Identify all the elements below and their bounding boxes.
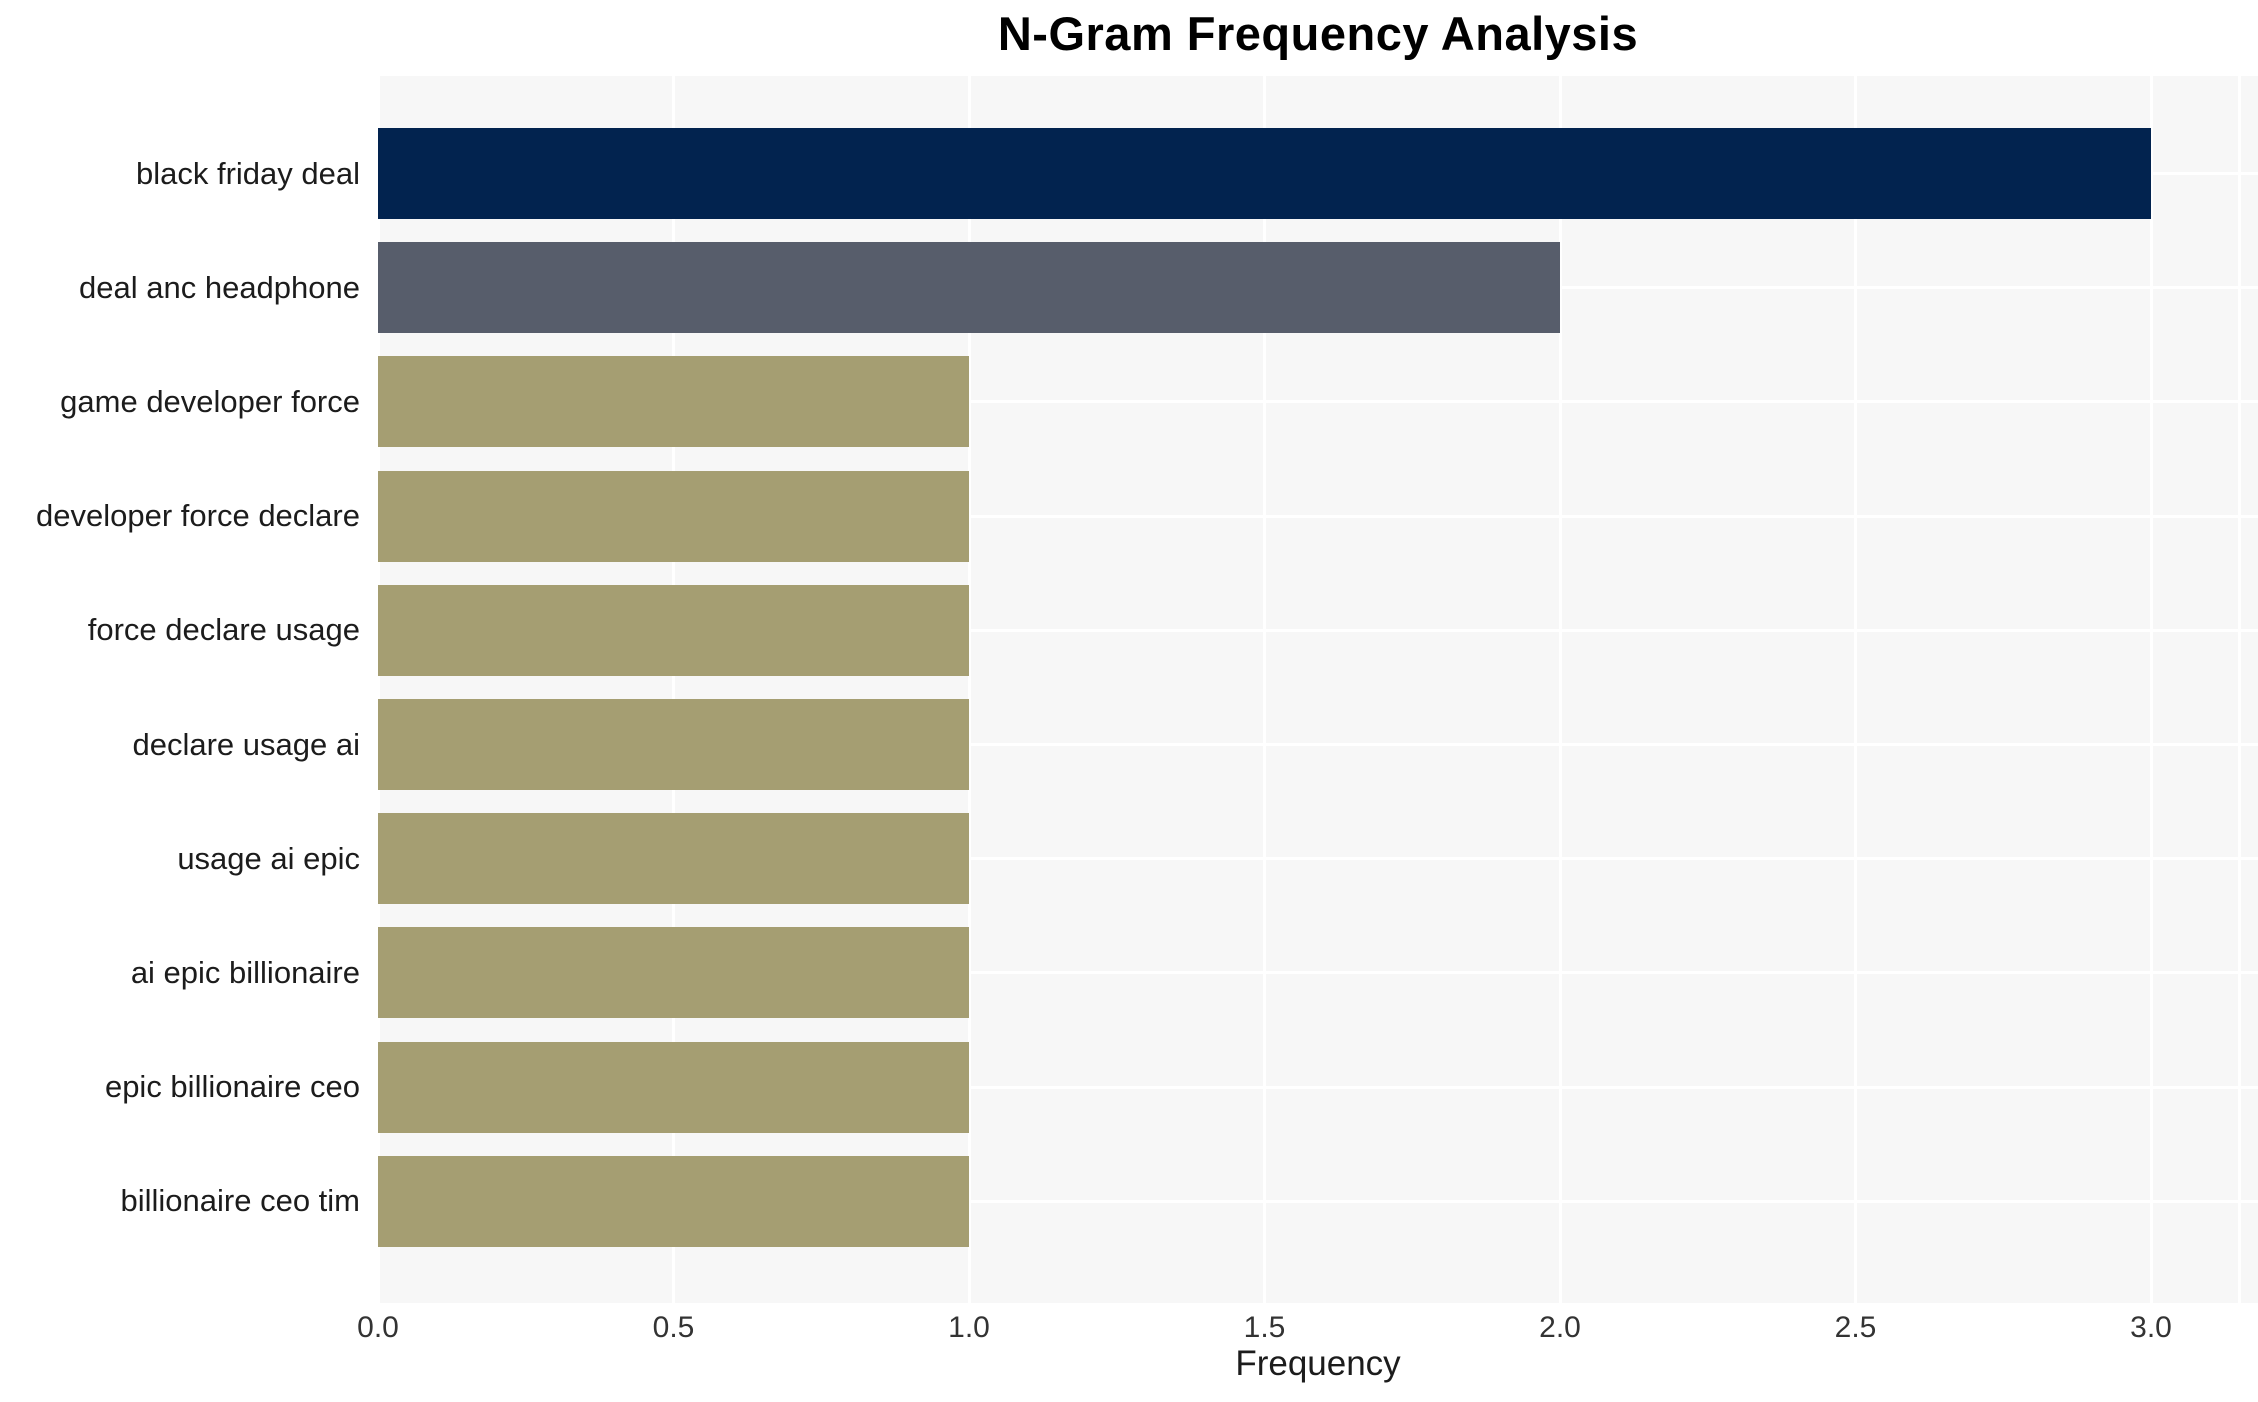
vertical-gridline-0.0 [376, 76, 380, 1303]
y-tick-label: declare usage ai [132, 726, 361, 762]
y-tick-label: developer force declare [36, 498, 360, 534]
x-tick-label: 0.0 [357, 1311, 399, 1344]
vertical-gridline-1.5 [1263, 76, 1266, 1303]
horizontal-gridline [378, 628, 2258, 632]
vertical-gridline-2.5 [1854, 76, 1857, 1303]
bar-declare-usage-ai [378, 699, 969, 790]
x-tick-label: 0.5 [652, 1311, 695, 1344]
horizontal-gridline [378, 1085, 2258, 1089]
y-tick-label: billionaire ceo tim [120, 1183, 361, 1219]
x-axis-title: Frequency [1235, 1344, 1401, 1383]
horizontal-gridline [378, 971, 2258, 975]
x-tick-label: 2.0 [1539, 1311, 1581, 1344]
bar-force-declare-usage [378, 584, 969, 676]
y-tick-label: epic billionaire ceo [104, 1069, 360, 1105]
vertical-gridline-3.0 [2149, 76, 2153, 1303]
plot-area [376, 76, 2258, 1303]
y-tick-label: black friday deal [135, 155, 360, 191]
chart-title: N-Gram Frequency Analysis [997, 7, 1639, 60]
y-tick-label: ai epic billionaire [130, 954, 360, 990]
y-tick-label: deal anc headphone [79, 269, 360, 305]
bar-deal-anc-headphone [378, 242, 1560, 334]
bar-usage-ai-epic [378, 813, 969, 905]
x-tick-label: 1.0 [948, 1311, 990, 1344]
vertical-gridline-2.0 [1558, 76, 1562, 1303]
vertical-gridline-0.5 [672, 76, 675, 1303]
plot-right-edge-line [2238, 76, 2241, 1303]
x-tick-label: 3.0 [2130, 1311, 2172, 1344]
horizontal-gridline [378, 514, 2258, 518]
horizontal-gridline [378, 857, 2258, 861]
bar-billionaire-ceo-tim [378, 1155, 969, 1247]
y-tick-label: usage ai epic [177, 840, 360, 876]
bar-developer-force-declare [378, 470, 969, 562]
vertical-gridline-1.0 [967, 76, 971, 1303]
horizontal-gridline [378, 1199, 2258, 1203]
bar-ai-epic-billionaire [378, 927, 969, 1019]
horizontal-gridline [378, 400, 2258, 404]
bar-black-friday-deal [378, 128, 2151, 219]
horizontal-gridline [378, 743, 2258, 746]
x-tick-label: 2.5 [1834, 1311, 1877, 1344]
x-tick-label: 1.5 [1243, 1311, 1286, 1344]
bar-game-developer-force [378, 356, 969, 448]
bar-epic-billionaire-ceo [378, 1041, 969, 1133]
y-tick-label: force declare usage [87, 612, 360, 648]
y-tick-label: game developer force [60, 383, 360, 419]
